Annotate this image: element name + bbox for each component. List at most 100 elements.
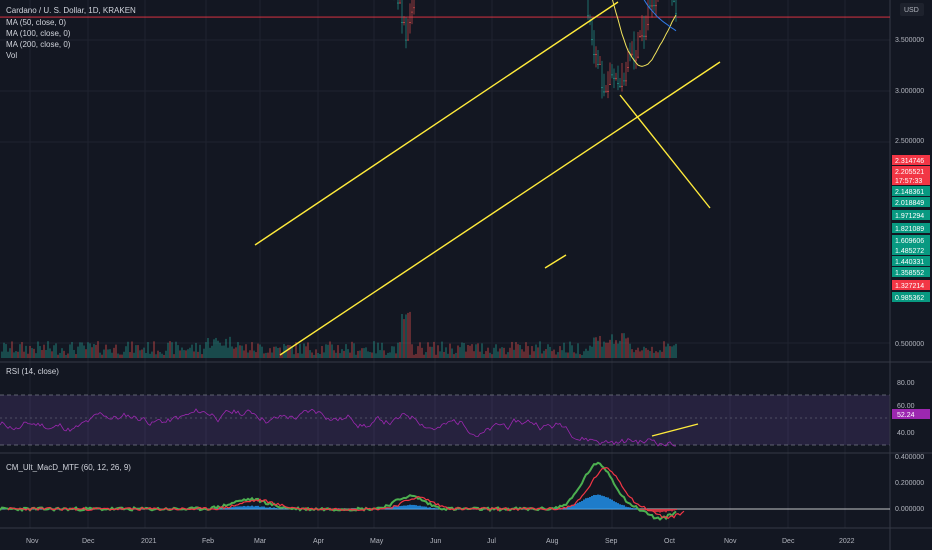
volume-bar: [263, 353, 265, 358]
volume-bar: [295, 342, 297, 358]
volume-bar: [85, 349, 87, 358]
volume-bar: [593, 337, 595, 358]
volume-bar: [447, 353, 449, 358]
volume-bar: [395, 353, 397, 358]
volume-bar: [615, 340, 617, 358]
volume-bar: [39, 346, 41, 358]
candle-body: [609, 84, 611, 85]
volume-bar: [121, 354, 123, 358]
volume-bar: [331, 344, 333, 358]
volume-bar: [383, 350, 385, 358]
trendlines[interactable]: [254, 1, 721, 437]
volume-bar: [635, 349, 637, 358]
macd-histogram-bar: [675, 509, 677, 511]
macd-title[interactable]: CM_Ult_MacD_MTF (60, 12, 26, 9): [6, 463, 131, 472]
volume-bar: [549, 346, 551, 358]
time-label: 2022: [839, 538, 855, 545]
rsi-tick: 60.00: [897, 403, 915, 410]
volume-bar: [313, 354, 315, 358]
volume-bar: [47, 341, 49, 358]
volume-bar: [253, 350, 255, 358]
price-tag-value: 17:57:33: [895, 178, 922, 185]
ma100-legend[interactable]: MA (100, close, 0): [6, 29, 71, 38]
ma50-legend[interactable]: MA (50, close, 0): [6, 18, 66, 27]
volume-bar: [487, 347, 489, 358]
volume-bar: [595, 337, 597, 358]
volume-bar: [563, 342, 565, 358]
volume-bar: [617, 343, 619, 358]
volume-bar: [449, 343, 451, 358]
volume-bar: [675, 343, 677, 358]
volume-bar: [123, 351, 125, 358]
vol-legend[interactable]: Vol: [6, 51, 17, 60]
volume-bar: [551, 351, 553, 358]
volume-bars: [1, 311, 677, 358]
volume-bar: [53, 345, 55, 358]
ma200-legend[interactable]: MA (200, close, 0): [6, 40, 71, 49]
macd-histogram-bar: [221, 508, 223, 510]
volume-bar: [397, 342, 399, 358]
volume-bar: [95, 344, 97, 358]
volume-bar: [133, 352, 135, 358]
candle-body: [623, 80, 625, 82]
volume-bar: [539, 341, 541, 358]
macd-histogram-bar: [433, 507, 435, 510]
macd-histogram-bar: [415, 505, 417, 510]
volume-bar: [491, 354, 493, 358]
volume-bar: [373, 341, 375, 358]
macd-histogram-bar: [593, 495, 595, 510]
price-tag-value: 1.609606: [895, 238, 924, 245]
volume-bar: [3, 342, 5, 358]
volume-bar: [89, 343, 91, 358]
macd-histogram-bar: [605, 497, 607, 510]
candle-body: [625, 80, 627, 82]
candle-body: [413, 7, 415, 9]
trendline: [279, 61, 721, 356]
candle-body: [605, 91, 607, 93]
volume-bar: [309, 350, 311, 358]
volume-bar: [259, 344, 261, 358]
volume-bar: [99, 352, 101, 358]
macd-histogram-bar: [579, 501, 581, 510]
macd-histogram-bar: [377, 508, 379, 510]
volume-bar: [183, 350, 185, 358]
price-tag-value: 1.327214: [895, 283, 924, 290]
volume-bar: [193, 351, 195, 358]
volume-bar: [535, 344, 537, 358]
price-tick: 0.500000: [895, 341, 924, 348]
candle-body: [407, 39, 409, 41]
volume-bar: [495, 344, 497, 358]
volume-bar: [433, 341, 435, 358]
volume-bar: [101, 354, 103, 358]
volume-bar: [543, 350, 545, 358]
macd-histogram-bar: [277, 508, 279, 510]
volume-bar: [479, 351, 481, 358]
volume-bar: [175, 341, 177, 358]
volume-bar: [269, 348, 271, 358]
volume-bar: [367, 351, 369, 358]
macd-histogram-bar: [665, 509, 667, 513]
volume-bar: [621, 333, 623, 358]
rsi-title[interactable]: RSI (14, close): [6, 367, 59, 376]
price-tag-value: 1.485272: [895, 248, 924, 255]
volume-bar: [25, 345, 27, 358]
trendline: [619, 94, 711, 209]
price-tag-value: 1.440331: [895, 259, 924, 266]
macd-histogram-bar: [219, 508, 221, 510]
volume-bar: [61, 348, 63, 358]
volume-bar: [323, 352, 325, 358]
volume-bar: [251, 342, 253, 358]
currency-badge[interactable]: [900, 3, 924, 16]
volume-bar: [391, 346, 393, 358]
volume-bar: [71, 341, 73, 358]
volume-bar: [55, 343, 57, 358]
price-tag-box: [892, 280, 930, 290]
volume-bar: [181, 347, 183, 358]
macd-histogram-bar: [673, 509, 675, 511]
macd-histogram-bar: [591, 495, 593, 510]
rsi-path: [0, 408, 676, 447]
price-tag-box: [892, 256, 930, 266]
volume-bar: [625, 338, 627, 358]
volume-bar: [365, 347, 367, 358]
